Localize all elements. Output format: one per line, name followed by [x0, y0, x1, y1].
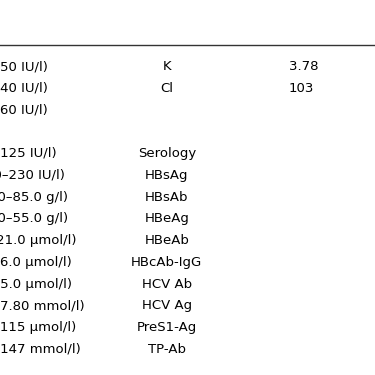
Text: 6.0–85.0 g/l): 6.0–85.0 g/l)	[0, 190, 68, 204]
Text: HCV Ab: HCV Ab	[142, 278, 192, 291]
Text: 5–125 IU/l): 5–125 IU/l)	[0, 147, 57, 160]
Text: 7–147 mmol/l): 7–147 mmol/l)	[0, 343, 81, 356]
Text: HBcAb-IgG: HBcAb-IgG	[131, 256, 203, 269]
Text: HBsAg: HBsAg	[145, 169, 189, 182]
Text: 20–230 IU/l): 20–230 IU/l)	[0, 169, 65, 182]
Text: 3.78: 3.78	[289, 60, 321, 73]
Text: –15.0 μmol/l): –15.0 μmol/l)	[0, 278, 72, 291]
Text: TP-Ab: TP-Ab	[148, 343, 186, 356]
Text: Cl: Cl	[160, 82, 173, 95]
Text: K: K	[163, 60, 171, 73]
Text: 0–6.0 μmol/l): 0–6.0 μmol/l)	[0, 256, 72, 269]
Text: 0–7.80 mmol/l): 0–7.80 mmol/l)	[0, 299, 85, 312]
Text: HBsAb: HBsAb	[145, 190, 189, 204]
Text: PreS1-Ag: PreS1-Ag	[137, 321, 197, 334]
Text: HBeAg: HBeAg	[144, 212, 189, 225]
Text: 9–50 IU/l): 9–50 IU/l)	[0, 60, 48, 73]
Text: e–115 μmol/l): e–115 μmol/l)	[0, 321, 76, 334]
Text: 0.0–55.0 g/l): 0.0–55.0 g/l)	[0, 212, 68, 225]
Text: 5–40 IU/l): 5–40 IU/l)	[0, 82, 48, 95]
Text: 103: 103	[289, 82, 314, 95]
Text: 0–60 IU/l): 0–60 IU/l)	[0, 104, 48, 117]
Text: HBeAb: HBeAb	[144, 234, 189, 247]
Text: Serology: Serology	[138, 147, 196, 160]
Text: HCV Ag: HCV Ag	[142, 299, 192, 312]
Text: −21.0 μmol/l): −21.0 μmol/l)	[0, 234, 76, 247]
